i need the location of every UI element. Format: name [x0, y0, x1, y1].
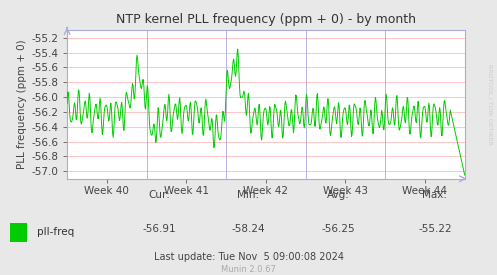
- Text: pll-freq: pll-freq: [37, 227, 75, 237]
- Text: RRDTOOL / TOBI OETIKER: RRDTOOL / TOBI OETIKER: [487, 64, 492, 145]
- Text: Max:: Max:: [422, 190, 447, 200]
- Text: Min:: Min:: [238, 190, 259, 200]
- Text: Cur:: Cur:: [148, 190, 170, 200]
- Text: -56.91: -56.91: [142, 224, 176, 234]
- Y-axis label: PLL frequency (ppm + 0): PLL frequency (ppm + 0): [17, 40, 27, 169]
- Text: Last update: Tue Nov  5 09:00:08 2024: Last update: Tue Nov 5 09:00:08 2024: [154, 252, 343, 262]
- Text: -56.25: -56.25: [321, 224, 355, 234]
- Text: Munin 2.0.67: Munin 2.0.67: [221, 265, 276, 274]
- Text: Avg:: Avg:: [327, 190, 349, 200]
- Title: NTP kernel PLL frequency (ppm + 0) - by month: NTP kernel PLL frequency (ppm + 0) - by …: [116, 13, 416, 26]
- Text: -55.22: -55.22: [418, 224, 452, 234]
- Text: -58.24: -58.24: [232, 224, 265, 234]
